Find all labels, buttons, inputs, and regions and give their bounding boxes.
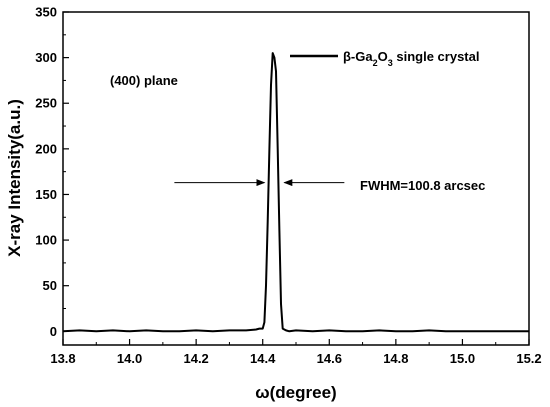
x-axis-label: ω(degree) [255,383,336,402]
y-tick-label: 250 [35,96,57,111]
x-tick-label: 14.4 [250,351,276,366]
series-line [62,52,529,333]
series-layer [62,52,529,333]
y-tick-label: 350 [35,5,57,20]
fwhm-label: FWHM=100.8 arcsec [360,178,485,193]
x-tick-label: 14.6 [317,351,342,366]
y-tick-label: 100 [35,233,57,248]
x-tick-label: 14.8 [383,351,408,366]
x-tick-label: 14.0 [117,351,142,366]
y-tick-label: 300 [35,50,57,65]
y-tick-label: 50 [43,278,57,293]
y-tick-label: 0 [50,324,57,339]
y-axis-label: X-ray Intensity(a.u.) [5,99,24,257]
x-tick-label: 15.0 [450,351,475,366]
fwhm-annotation: FWHM=100.8 arcsec [174,178,485,193]
x-axis-ticks: 13.8 14.0 14.2 14.4 14.6 14.8 15.0 15.2 [50,339,542,366]
y-tick-label: 150 [35,187,57,202]
plane-annotation: (400) plane [110,73,178,88]
y-axis-ticks: 0 50 100 150 200 250 300 350 [35,5,69,339]
legend-label: β-Ga2O3 single crystal [343,49,479,68]
y-tick-label: 200 [35,141,57,156]
x-tick-label: 14.2 [183,351,208,366]
x-tick-label: 15.2 [516,351,541,366]
legend: β-Ga2O3 single crystal [290,49,479,68]
x-tick-label: 13.8 [50,351,75,366]
